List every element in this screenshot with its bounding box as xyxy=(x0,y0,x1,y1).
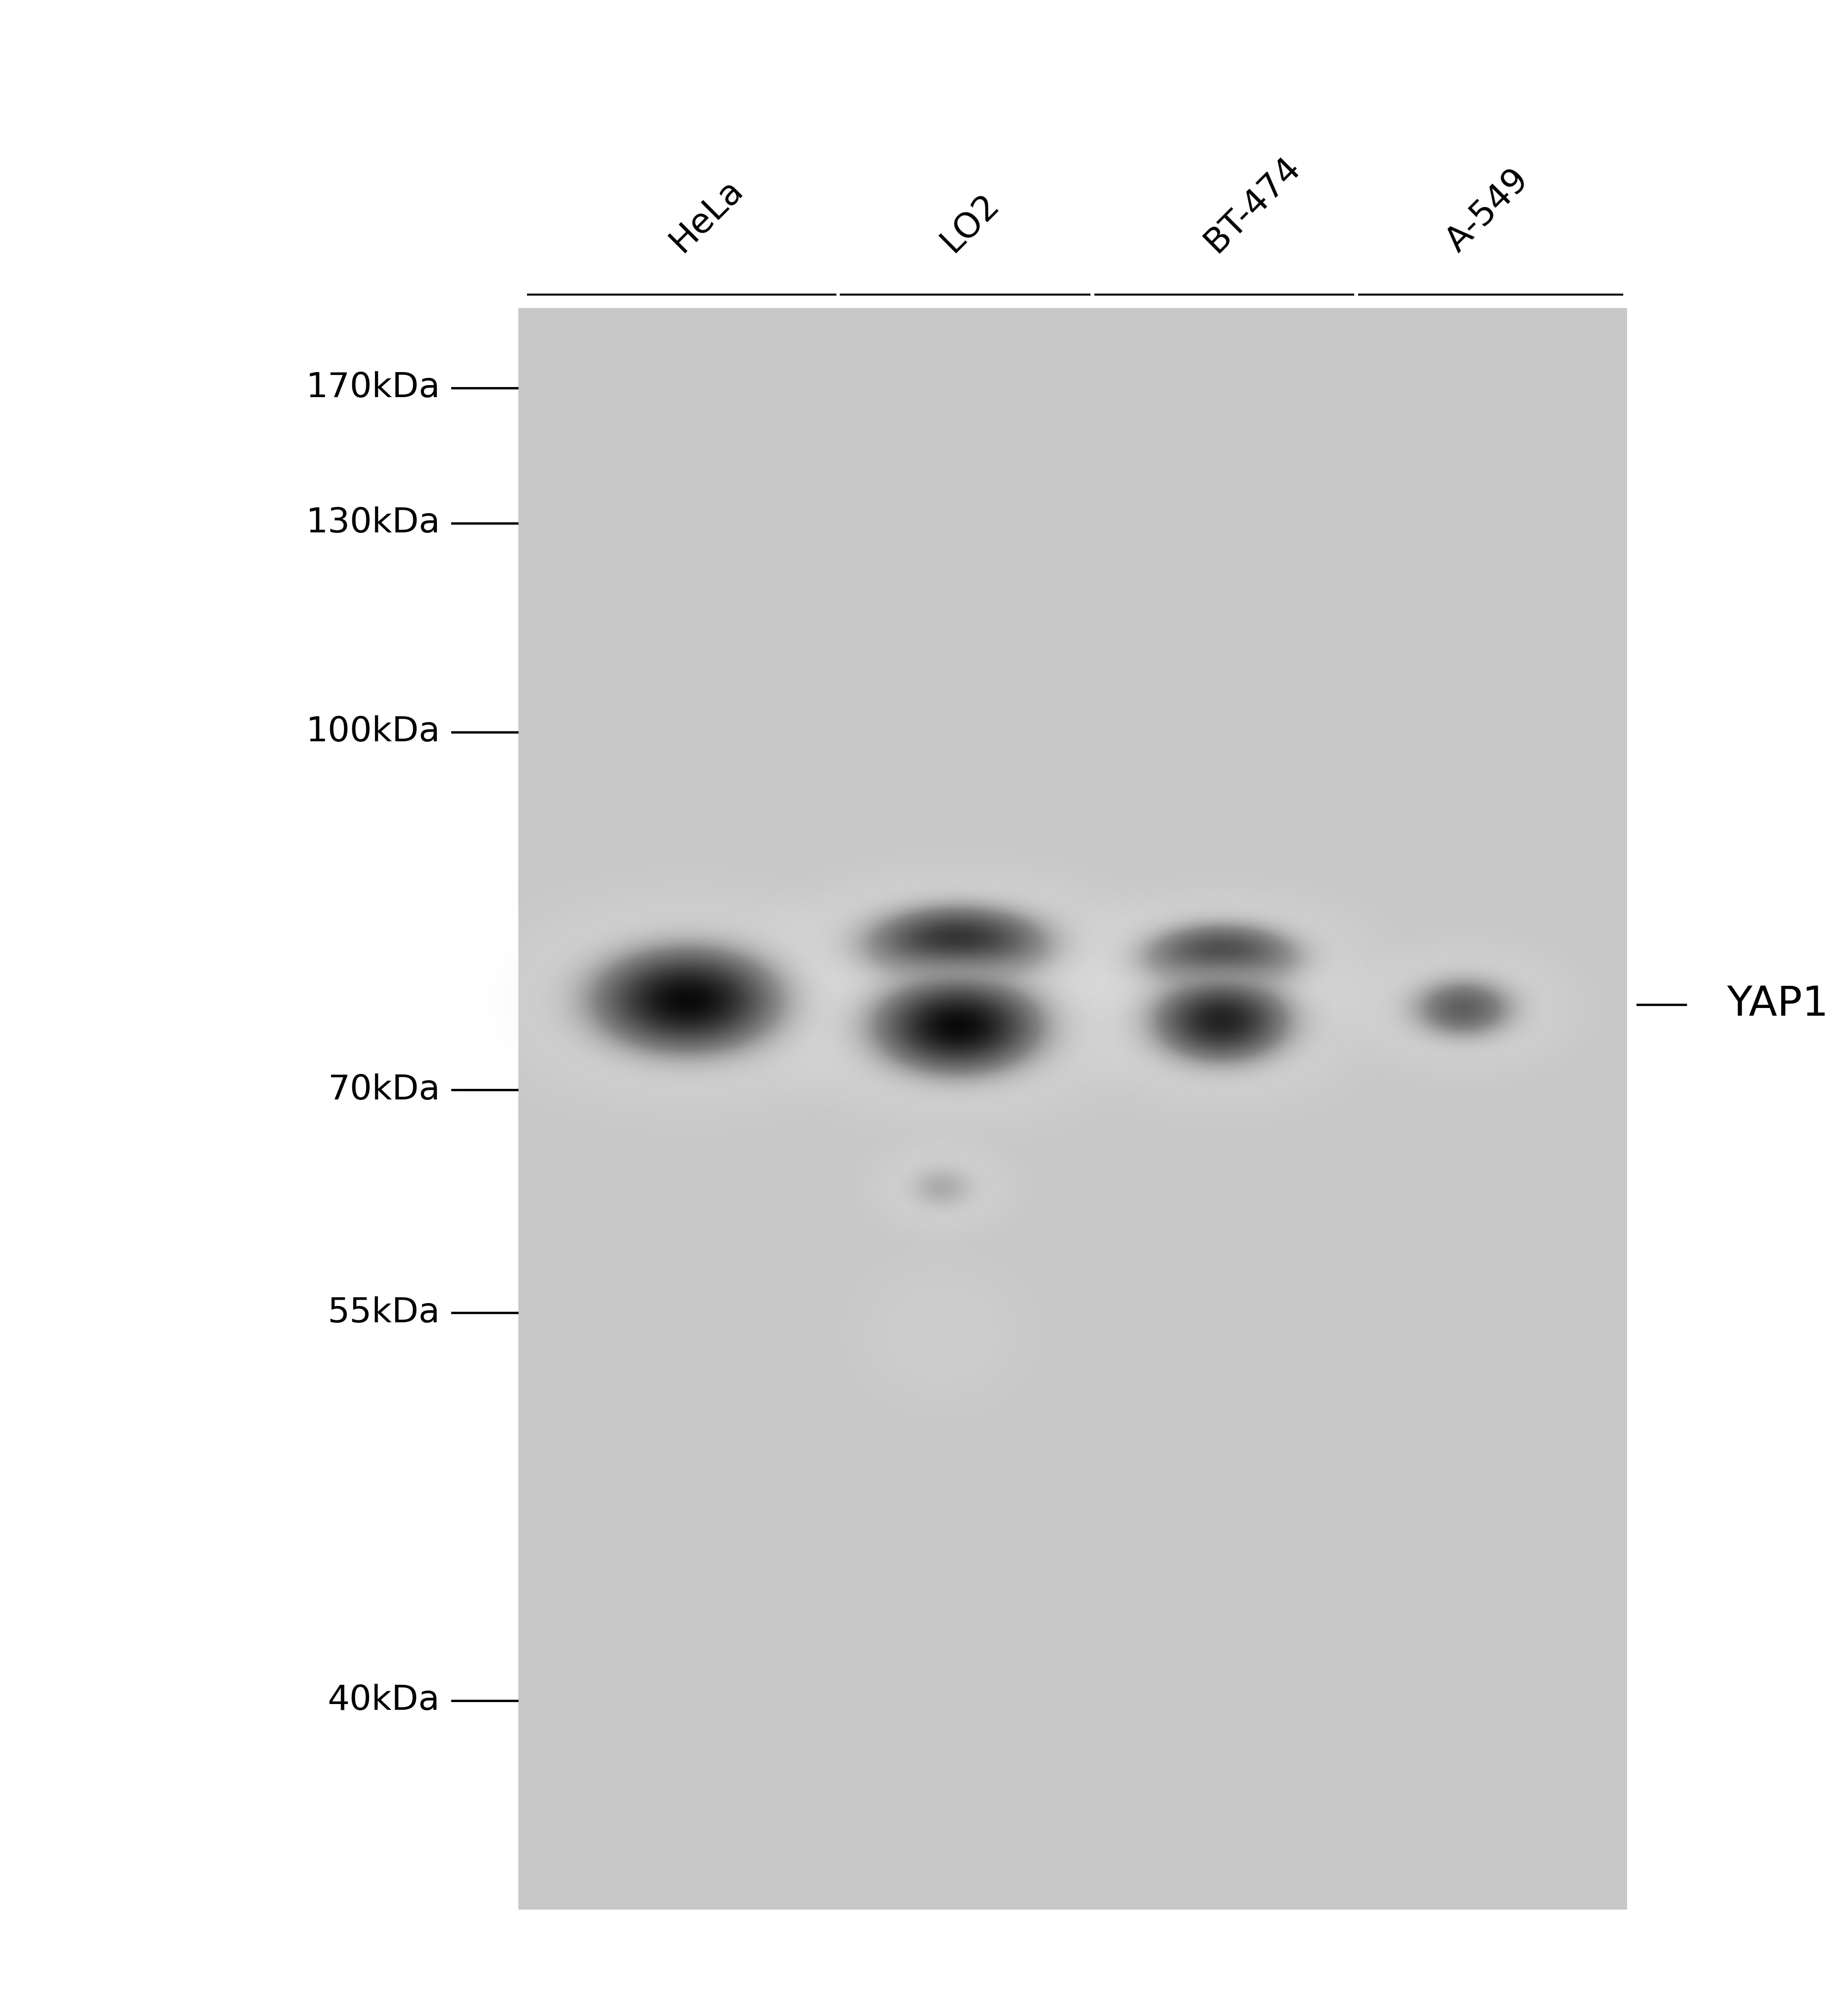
Text: 55kDa: 55kDa xyxy=(327,1297,440,1329)
Text: HeLa: HeLa xyxy=(663,173,750,259)
Text: A-549: A-549 xyxy=(1440,163,1536,259)
Text: BT-474: BT-474 xyxy=(1198,149,1307,259)
Text: LO2: LO2 xyxy=(935,187,1005,259)
Text: YAP1: YAP1 xyxy=(1726,985,1830,1024)
Text: 40kDa: 40kDa xyxy=(327,1685,440,1717)
Text: 170kDa: 170kDa xyxy=(305,372,440,404)
Text: 100kDa: 100kDa xyxy=(305,716,440,748)
Bar xyxy=(517,308,1626,1909)
Text: 70kDa: 70kDa xyxy=(327,1074,440,1106)
Text: 130kDa: 130kDa xyxy=(305,507,440,539)
